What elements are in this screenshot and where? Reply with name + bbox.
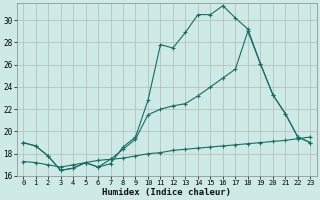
X-axis label: Humidex (Indice chaleur): Humidex (Indice chaleur): [102, 188, 231, 197]
